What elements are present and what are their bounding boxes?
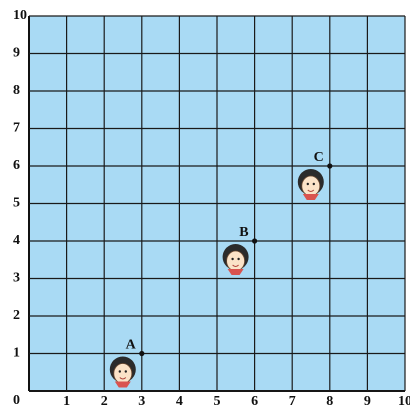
eye [306, 182, 309, 186]
x-tick-label: 1 [63, 394, 70, 409]
x-tick-label: 4 [176, 394, 183, 409]
y-tick-label: 0 [13, 393, 20, 408]
y-tick-label: 6 [13, 158, 20, 173]
x-tick-label: 2 [101, 394, 108, 409]
y-tick-label: 9 [13, 46, 20, 61]
eye [231, 257, 234, 261]
point-label: B [239, 225, 248, 240]
point-label: C [314, 150, 324, 165]
point [327, 163, 333, 169]
eye [124, 370, 128, 373]
y-tick-label: 4 [13, 233, 20, 248]
y-tick-label: 10 [13, 8, 27, 23]
point [139, 350, 145, 357]
face [301, 175, 321, 197]
scarf [114, 381, 131, 388]
x-tick-label: 7 [289, 394, 296, 409]
x-tick-label: 5 [214, 394, 221, 409]
y-tick-label: 3 [13, 271, 20, 286]
face-illustration [297, 169, 324, 200]
eye [118, 370, 122, 373]
y-tick-label: 5 [13, 196, 20, 211]
y-tick-label: 1 [13, 346, 20, 361]
mouth [307, 189, 315, 192]
mouth [119, 377, 127, 380]
eye [237, 257, 240, 261]
x-tick-label: 3 [138, 394, 145, 409]
x-tick-label: 9 [364, 394, 371, 409]
mouth [232, 264, 239, 267]
point-label: A [126, 338, 137, 353]
face-illustration [109, 356, 136, 388]
x-tick-label: 8 [326, 394, 333, 409]
y-tick-label: 2 [13, 308, 20, 323]
y-tick-label: 7 [13, 121, 20, 136]
scarf [302, 194, 319, 200]
face [113, 363, 133, 384]
face-illustration [222, 244, 249, 275]
point [252, 238, 258, 244]
y-tick-label: 8 [13, 83, 20, 98]
scarf [227, 269, 244, 275]
x-tick-label: 6 [251, 394, 258, 409]
eye [312, 182, 315, 186]
x-tick-label: 10 [398, 394, 410, 409]
face [226, 250, 246, 272]
